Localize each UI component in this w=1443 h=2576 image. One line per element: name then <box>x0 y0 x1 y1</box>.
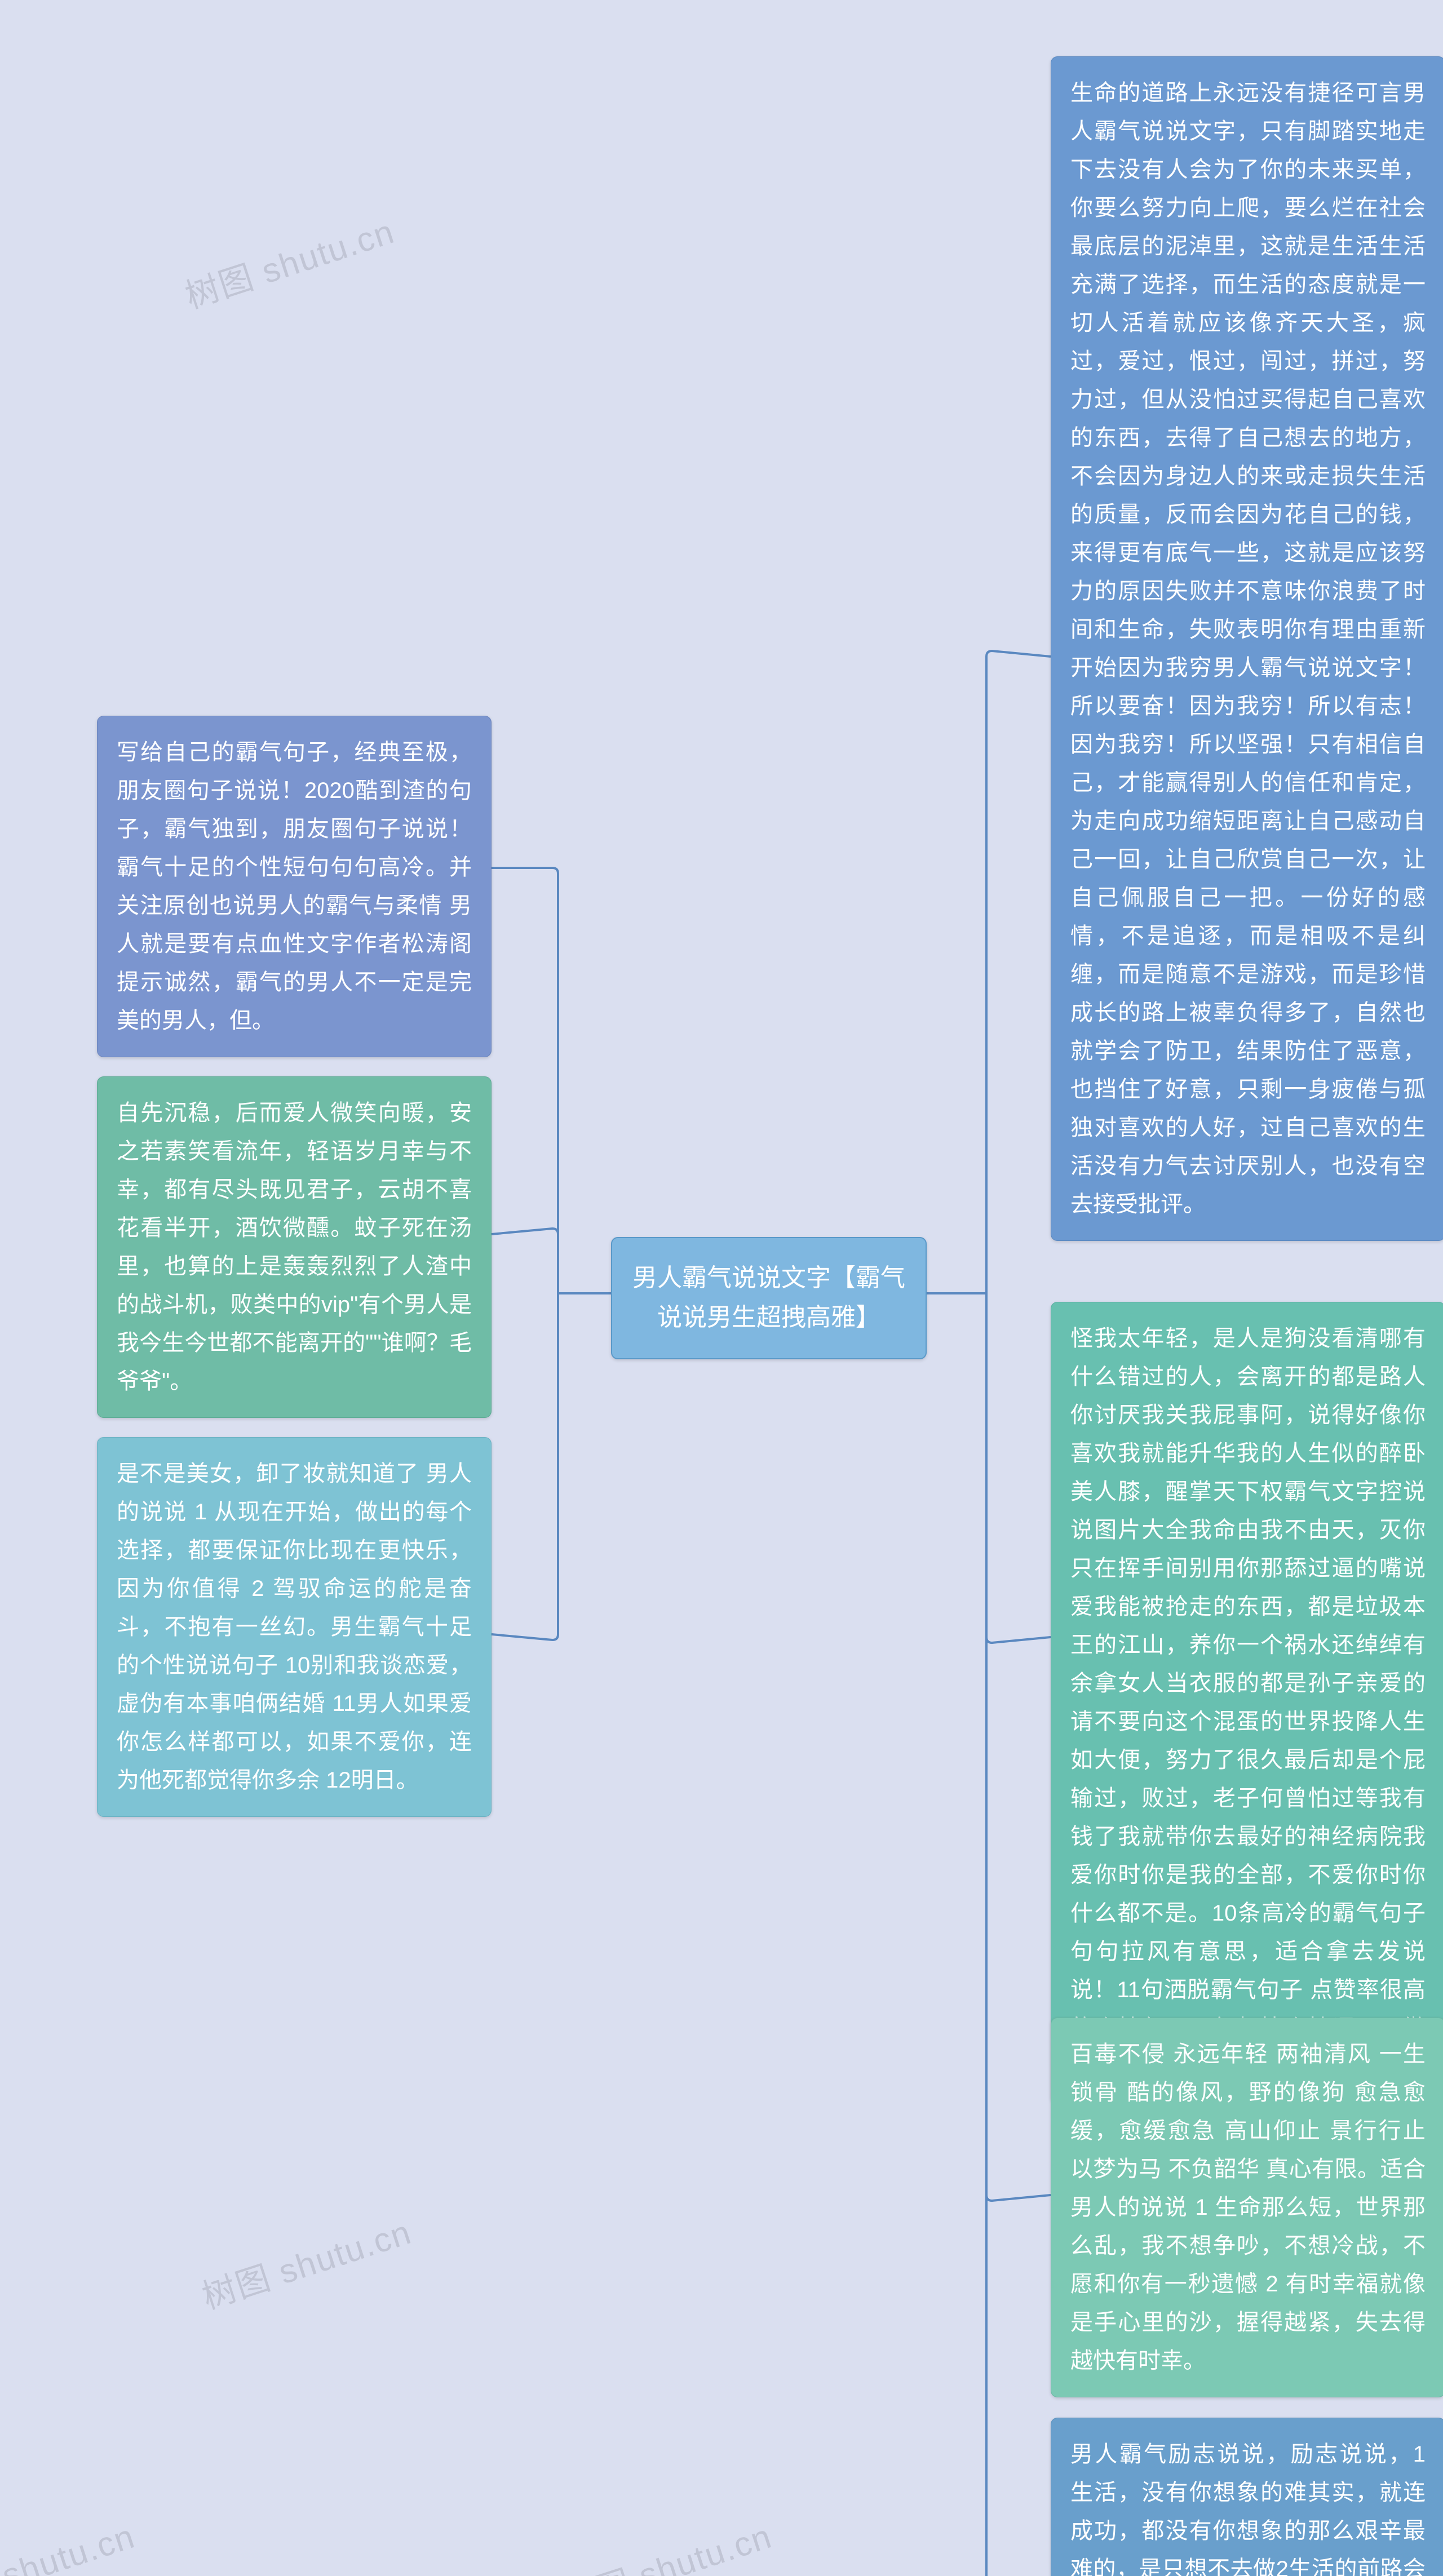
mindmap-node-left3: 是不是美女，卸了妆就知道了 男人的说说 1 从现在开始，做出的每个选择，都要保证… <box>97 1437 492 1817</box>
mindmap-center-node: 男人霸气说说文字【霸气说说男生超拽高雅】 <box>611 1237 927 1359</box>
node-text: 百毒不侵 永远年轻 两袖清风 一生锁骨 酷的像风，野的像狗 愈急愈缓，愈缓愈急 … <box>1070 2042 1426 2373</box>
watermark: 树图 shutu.cn <box>178 205 400 318</box>
node-text: 自先沉稳，后而爱人微笑向暖，安之若素笑看流年，轻语岁月幸与不幸，都有尽头既见君子… <box>117 1101 472 1394</box>
node-text: 男人霸气励志说说，励志说说，1 生活，没有你想象的难其实，就连成功，都没有你想象… <box>1070 2442 1426 2576</box>
node-text: 生命的道路上永远没有捷径可言男人霸气说说文字，只有脚踏实地走下去没有人会为了你的… <box>1070 81 1426 1217</box>
mindmap-node-right1: 生命的道路上永远没有捷径可言男人霸气说说文字，只有脚踏实地走下去没有人会为了你的… <box>1051 56 1443 1241</box>
node-text: 写给自己的霸气句子，经典至极，朋友圈句子说说！2020酷到渣的句子，霸气独到，朋… <box>117 740 472 1033</box>
node-text: 是不是美女，卸了妆就知道了 男人的说说 1 从现在开始，做出的每个选择，都要保证… <box>117 1461 472 1793</box>
watermark: 树图 shutu.cn <box>195 2205 417 2319</box>
mindmap-node-left1: 写给自己的霸气句子，经典至极，朋友圈句子说说！2020酷到渣的句子，霸气独到，朋… <box>97 716 492 1057</box>
watermark: 图 shutu.cn <box>0 2509 140 2576</box>
node-text: 怪我太年轻，是人是狗没看清哪有什么错过的人，会离开的都是路人你讨厌我关我屁事阿，… <box>1070 1326 1426 2079</box>
mindmap-node-left2: 自先沉稳，后而爱人微笑向暖，安之若素笑看流年，轻语岁月幸与不幸，都有尽头既见君子… <box>97 1076 492 1418</box>
mindmap-node-right2: 怪我太年轻，是人是狗没看清哪有什么错过的人，会离开的都是路人你讨厌我关我屁事阿，… <box>1051 1302 1443 2103</box>
watermark: 图 shutu.cn <box>588 2509 777 2576</box>
mindmap-node-right3: 百毒不侵 永远年轻 两袖清风 一生锁骨 酷的像风，野的像狗 愈急愈缓，愈缓愈急 … <box>1051 2018 1443 2397</box>
mindmap-node-right4: 男人霸气励志说说，励志说说，1 生活，没有你想象的难其实，就连成功，都没有你想象… <box>1051 2418 1443 2576</box>
center-node-text: 男人霸气说说文字【霸气说说男生超拽高雅】 <box>632 1264 905 1331</box>
